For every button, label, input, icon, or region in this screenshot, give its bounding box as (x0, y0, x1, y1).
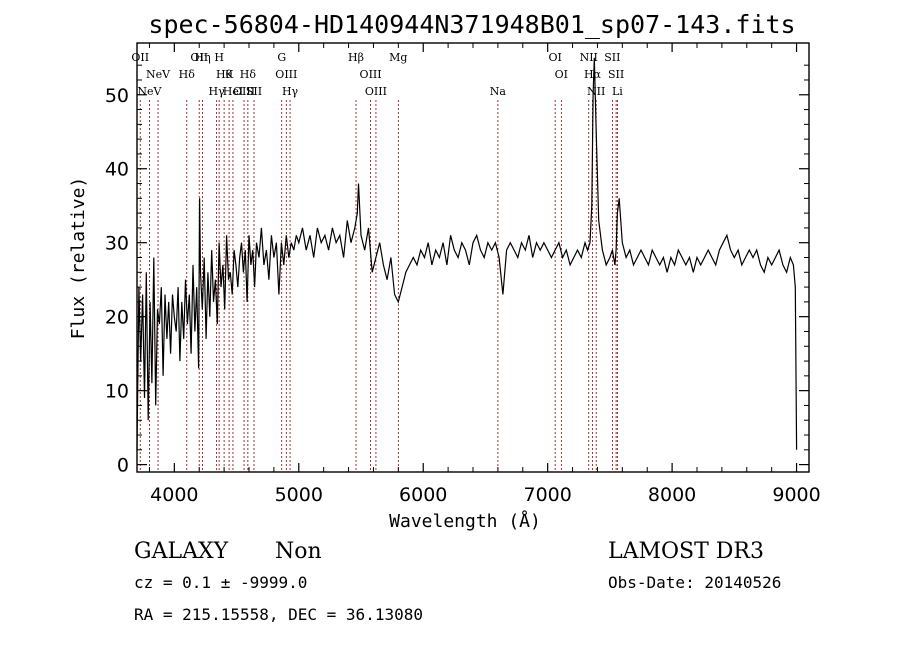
x-tick-label: 4000 (150, 484, 198, 506)
y-axis-ticks: 0 10 20 30 40 50 (105, 64, 809, 477)
x-tick-label: 5000 (275, 484, 323, 506)
object-class: GALAXY (134, 539, 229, 564)
x-axis-label: Wavelength (Å) (389, 510, 541, 532)
line-label: OIII (365, 85, 387, 98)
line-label: Hγ (209, 85, 226, 98)
line-label: H (214, 51, 224, 64)
line-label: OIII (233, 85, 255, 98)
line-label: OII (190, 51, 208, 64)
x-tick-label: 7000 (523, 484, 571, 506)
y-tick-label: 50 (105, 85, 129, 107)
redshift-line: cz = 0.1 ± -9999.0 (134, 573, 307, 592)
line-label: HeI (223, 85, 243, 98)
line-label: Hβ (348, 51, 364, 64)
y-tick-label: 0 (117, 455, 129, 477)
line-label: G (277, 51, 286, 64)
line-label: NeV (137, 85, 162, 98)
y-tick-label: 20 (105, 307, 129, 329)
line-label: Hα (584, 68, 602, 81)
line-label: Hθ (216, 68, 233, 81)
y-axis-label: Flux (relative) (68, 177, 89, 340)
line-label: Hγ (282, 85, 299, 98)
chart-title: spec-56804-HD140944N371948B01_sp07-143.f… (148, 10, 795, 39)
line-label: OIII (275, 68, 297, 81)
line-label: Hδ (240, 68, 257, 81)
line-label: Mg (389, 51, 407, 64)
line-label: OII (131, 51, 149, 64)
x-axis-ticks: 4000 5000 6000 7000 8000 9000 (148, 43, 821, 506)
y-tick-label: 30 (105, 233, 129, 255)
observation-date: Obs-Date: 20140526 (608, 573, 781, 592)
line-label: NeV (146, 68, 171, 81)
line-label: SII (246, 85, 262, 98)
survey-label: LAMOST DR3 (608, 539, 764, 564)
y-tick-label: 40 (105, 159, 129, 181)
x-tick-label: 8000 (648, 484, 696, 506)
y-tick-label: 10 (105, 381, 129, 403)
line-label: K (225, 68, 234, 81)
coordinates-line: RA = 215.15558, DEC = 36.13080 (134, 605, 423, 624)
line-label: Li (612, 85, 623, 98)
line-label: NII (580, 51, 598, 64)
x-tick-label: 6000 (399, 484, 447, 506)
line-label: NII (587, 85, 605, 98)
spectrum-series-line (136, 57, 798, 450)
line-label: SII (608, 68, 624, 81)
x-tick-label: 9000 (772, 484, 820, 506)
line-label: OI (555, 68, 568, 81)
object-subclass: Non (275, 539, 322, 564)
plot-frame (136, 42, 810, 473)
line-label: OIII (360, 68, 382, 81)
line-label: SII (604, 51, 620, 64)
emission-line-markers (139, 100, 618, 472)
line-label: Hη (194, 51, 210, 64)
line-label: Na (490, 85, 507, 98)
line-label: OI (548, 51, 561, 64)
line-label: Hδ (179, 68, 196, 81)
